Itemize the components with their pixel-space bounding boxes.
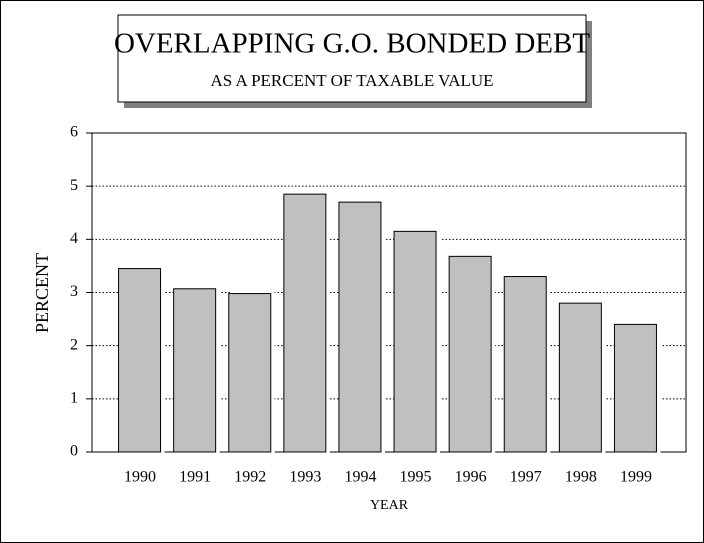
x-tick-label: 1998 — [565, 469, 597, 486]
x-tick-label: 1993 — [289, 469, 321, 486]
y-tick-label: 1 — [70, 390, 78, 407]
y-tick-label: 5 — [70, 177, 78, 194]
x-tick-label: 1995 — [400, 469, 432, 486]
bar — [118, 268, 162, 453]
x-tick-label: 1994 — [344, 469, 376, 486]
x-tick-label: 1991 — [179, 469, 211, 486]
bar — [283, 193, 327, 453]
bar — [558, 302, 602, 453]
x-tick-label: 1996 — [455, 469, 487, 486]
bar — [338, 201, 382, 453]
bar — [393, 230, 437, 453]
bar — [228, 293, 272, 453]
x-axis-label: YEAR — [370, 498, 409, 513]
chart-title: OVERLAPPING G.O. BONDED DEBT — [114, 28, 590, 60]
x-tick-label: 1997 — [510, 469, 542, 486]
y-tick-label: 6 — [70, 124, 78, 141]
y-tick-label: 4 — [70, 230, 78, 247]
bar — [613, 323, 657, 453]
plot-frame — [91, 132, 687, 453]
bar — [448, 255, 492, 453]
bar — [503, 276, 547, 453]
x-tick-label: 1999 — [620, 469, 652, 486]
y-tick-label: 2 — [70, 336, 78, 353]
y-tick-label: 3 — [70, 283, 78, 300]
x-tick-label: 1990 — [124, 469, 156, 486]
title-box — [117, 14, 587, 103]
y-axis-label: PERCENT — [32, 253, 52, 333]
y-tick-label: 0 — [70, 443, 78, 460]
x-tick-label: 1992 — [234, 469, 266, 486]
chart-subtitle: AS A PERCENT OF TAXABLE VALUE — [210, 71, 493, 90]
bar — [173, 288, 217, 453]
